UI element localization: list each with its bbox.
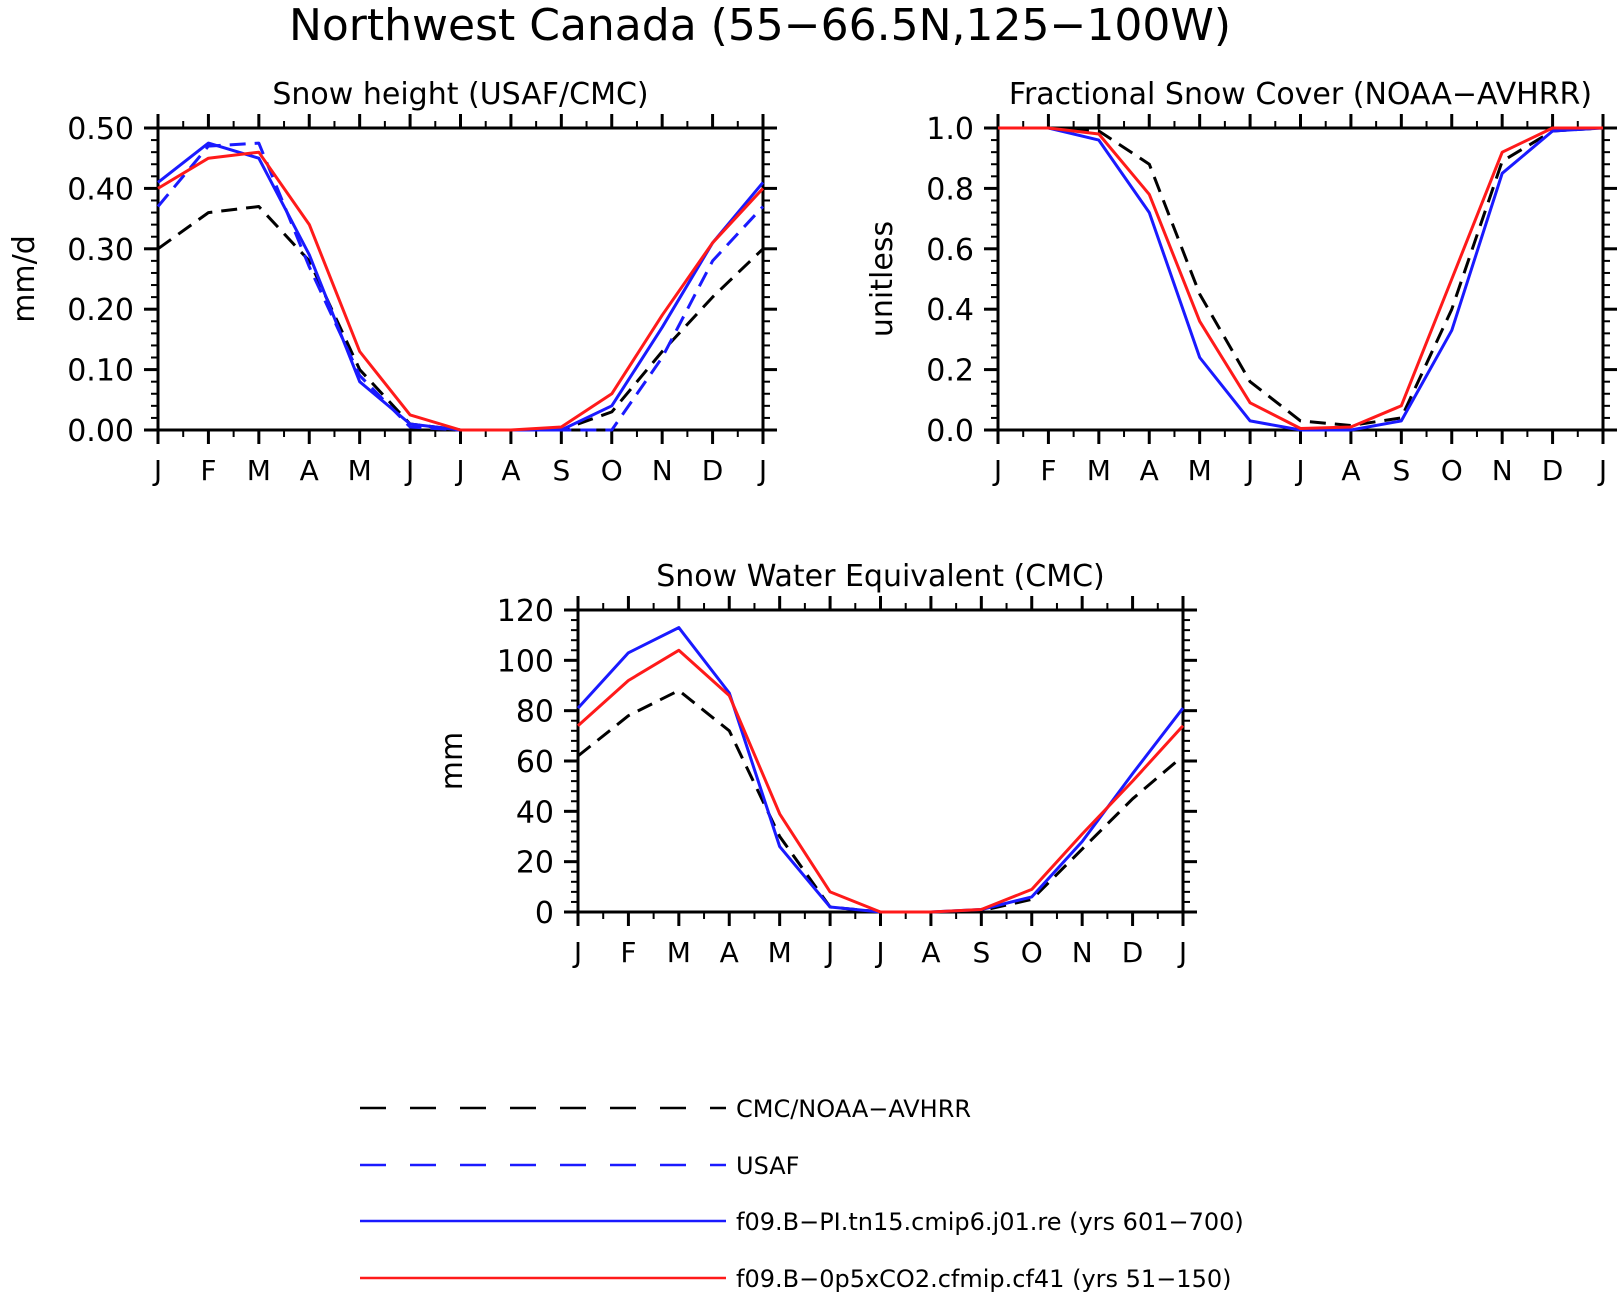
y-tick-label: 0.30	[67, 233, 134, 268]
series-line	[998, 126, 1604, 432]
x-tick-label: A	[300, 454, 319, 487]
y-tick-label: 0.2	[926, 354, 974, 389]
x-tick-label: A	[1341, 454, 1360, 487]
panel-snow-height: Snow height (USAF/CMC)mm/dJ F M A M J J A S O N D J0…	[7, 77, 777, 487]
x-tick-label: N	[1072, 936, 1093, 969]
x-tick-label: A	[921, 936, 940, 969]
panel-title: Snow Water Equivalent (CMC)	[656, 559, 1104, 594]
y-tick-label: 80	[516, 695, 554, 730]
x-tick-label: N	[652, 454, 673, 487]
x-tick-label: D	[1122, 936, 1144, 969]
x-tick-label: J	[1177, 936, 1187, 969]
legend-label: CMC/NOAA−AVHRR	[736, 1095, 971, 1123]
y-tick-label: 60	[516, 745, 554, 780]
x-tick-label: J	[572, 936, 582, 969]
x-tick-label: M	[348, 454, 372, 487]
y-axis-label: mm/d	[7, 235, 42, 323]
y-tick-label: 0.10	[67, 354, 134, 389]
legend: CMC/NOAA−AVHRR USAF f09.B−PI.tn15.cmip6.j0…	[360, 1095, 1244, 1293]
y-tick-label: 0.0	[926, 414, 974, 449]
series-line	[156, 141, 765, 432]
legend-label: f09.B−0p5xCO2.cfmip.cf41 (yrs 51−150)	[736, 1265, 1231, 1293]
y-tick-label: 20	[516, 846, 554, 881]
x-tick-label: M	[768, 936, 792, 969]
x-tick-label: O	[601, 454, 623, 487]
series-line	[157, 205, 765, 432]
x-tick-label: A	[1140, 454, 1159, 487]
x-tick-label: J	[1244, 454, 1254, 487]
y-tick-label: 40	[516, 795, 554, 830]
x-tick-label: S	[552, 454, 570, 487]
y-tick-label: 0.20	[67, 293, 134, 328]
panel-snow-water-equivalent: Snow Water Equivalent (CMC)mmJ F M A M J J A S O N…	[435, 559, 1197, 969]
x-tick-label: J	[1294, 454, 1304, 487]
x-tick-label: F	[1040, 454, 1056, 487]
y-axis-label: unitless	[865, 221, 900, 337]
x-tick-label: J	[992, 454, 1002, 487]
y-tick-label: 0.00	[67, 414, 134, 449]
x-tick-label: J	[1597, 454, 1607, 487]
x-tick-label: D	[1542, 454, 1564, 487]
y-tick-label: 0.50	[67, 112, 134, 147]
x-tick-label: N	[1492, 454, 1513, 487]
y-tick-label: 0.6	[926, 233, 974, 268]
x-tick-label: M	[1188, 454, 1212, 487]
figure-title: Northwest Canada (55−66.5N,125−100W)	[289, 0, 1231, 51]
y-tick-label: 0	[535, 896, 554, 931]
legend-label: f09.B−PI.tn15.cmip6.j01.re (yrs 601−700)	[736, 1208, 1244, 1236]
series-line	[157, 141, 765, 432]
plot-frame	[156, 126, 765, 432]
x-tick-label: J	[824, 936, 834, 969]
y-axis-label: mm	[435, 732, 470, 790]
y-tick-label: 120	[497, 594, 554, 629]
x-tick-label: M	[1087, 454, 1111, 487]
y-tick-label: 1.0	[926, 112, 974, 147]
panel-title: Fractional Snow Cover (NOAA−AVHRR)	[1009, 77, 1592, 112]
x-tick-label: F	[620, 936, 636, 969]
x-tick-label: S	[1392, 454, 1410, 487]
series-line	[576, 626, 1185, 914]
x-tick-label: J	[874, 936, 884, 969]
x-tick-label: J	[757, 454, 767, 487]
legend-label: USAF	[736, 1152, 799, 1180]
series-line	[576, 648, 1185, 914]
x-tick-label: A	[720, 936, 739, 969]
series-line	[157, 150, 765, 432]
x-tick-label: A	[501, 454, 520, 487]
y-tick-label: 100	[497, 644, 554, 679]
x-tick-label: F	[200, 454, 216, 487]
panel-title: Snow height (USAF/CMC)	[272, 77, 648, 112]
series-line	[577, 689, 1184, 914]
x-tick-label: M	[247, 454, 271, 487]
series-line	[998, 126, 1604, 427]
y-tick-label: 0.8	[926, 172, 974, 207]
x-tick-label: O	[1021, 936, 1043, 969]
x-tick-label: D	[702, 454, 724, 487]
panel-fractional-snow-cover: Fractional Snow Cover (NOAA−AVHRR) unitle…	[865, 77, 1617, 487]
x-tick-label: J	[454, 454, 464, 487]
y-tick-label: 0.40	[67, 172, 134, 207]
plot-frame	[996, 126, 1605, 432]
series-line	[998, 126, 1603, 430]
x-tick-label: S	[972, 936, 990, 969]
x-tick-label: J	[404, 454, 414, 487]
x-tick-label: M	[667, 936, 691, 969]
x-tick-label: J	[152, 454, 162, 487]
x-tick-label: O	[1441, 454, 1463, 487]
y-tick-label: 0.4	[926, 293, 974, 328]
